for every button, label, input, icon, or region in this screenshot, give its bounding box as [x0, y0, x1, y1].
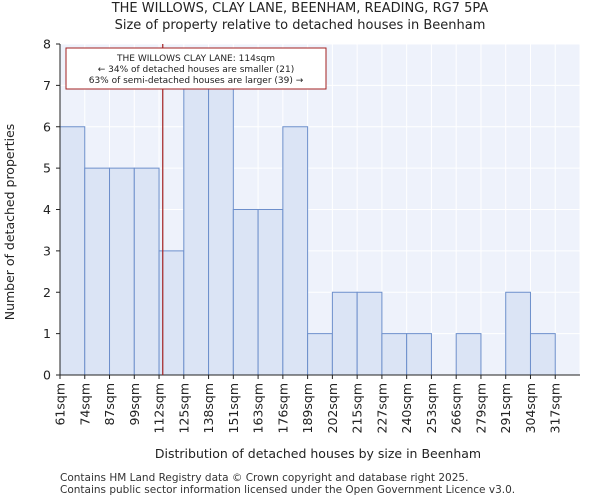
- x-tick-label: 176sqm: [275, 383, 290, 433]
- x-tick-label: 61sqm: [53, 383, 68, 426]
- x-tick-label: 253sqm: [424, 383, 439, 433]
- bar: [183, 84, 210, 376]
- bar: [381, 333, 408, 376]
- x-tick-label: 125sqm: [176, 383, 191, 433]
- y-tick-label: 0: [43, 368, 51, 383]
- y-tick-label: 4: [43, 202, 51, 217]
- annotation-line-2: ← 34% of detached houses are smaller (21…: [98, 65, 295, 75]
- y-tick-label: 3: [43, 243, 51, 258]
- x-axis-label: Distribution of detached houses by size …: [155, 446, 481, 461]
- bar: [455, 333, 482, 376]
- bar: [282, 126, 309, 376]
- x-tick-label: 240sqm: [399, 383, 414, 433]
- annotation-line-1: THE WILLOWS CLAY LANE: 114sqm: [116, 54, 275, 64]
- x-tick-label: 99sqm: [127, 383, 142, 426]
- x-tick-label: 304sqm: [523, 383, 538, 433]
- x-tick-label: 87sqm: [102, 383, 117, 426]
- x-tick-label: 151sqm: [226, 383, 241, 433]
- x-tick-label: 279sqm: [473, 383, 488, 433]
- footer-line-1: Contains HM Land Registry data © Crown c…: [60, 472, 469, 484]
- bars: [59, 84, 556, 376]
- y-tick-label: 2: [43, 285, 51, 300]
- y-tick-label: 1: [43, 326, 51, 341]
- annotation-box: [65, 47, 327, 90]
- chart-title: THE WILLOWS, CLAY LANE, BEENHAM, READING…: [111, 1, 489, 16]
- bar: [208, 84, 234, 376]
- y-tick-label: 6: [43, 119, 51, 134]
- bar: [529, 333, 556, 376]
- y-tick-label: 8: [43, 37, 51, 52]
- x-tick-label: 189sqm: [300, 383, 315, 433]
- y-tick-label: 7: [43, 78, 51, 93]
- bar: [84, 167, 111, 376]
- x-tick-label: 112sqm: [152, 383, 167, 433]
- axes: 0 1 2 3 4 5 6 7 8 61sqm 74sqm 87sqm 99sqm 112sqm 125sq…: [43, 37, 580, 433]
- bar: [232, 209, 259, 376]
- bar: [257, 209, 284, 376]
- bar: [59, 126, 86, 376]
- bar: [109, 167, 135, 376]
- bar: [406, 333, 432, 376]
- chart-subtitle: Size of property relative to detached ho…: [114, 18, 486, 33]
- x-tick-label: 202sqm: [325, 383, 340, 433]
- y-axis-label: Number of detached properties: [2, 124, 17, 321]
- bar: [505, 291, 531, 376]
- x-tick-label: 266sqm: [449, 383, 464, 433]
- marker-annotation: THE WILLOWS CLAY LANE: 114sqm ← 34% of d…: [65, 47, 327, 90]
- annotation-line-3: 63% of semi-detached houses are larger (…: [89, 76, 304, 86]
- bar: [133, 167, 160, 376]
- footer-line-2: Contains public sector information licen…: [60, 484, 516, 496]
- x-tick-label: 163sqm: [251, 383, 266, 433]
- y-tick-label: 5: [43, 161, 51, 176]
- bar: [331, 291, 358, 376]
- x-tick-label: 215sqm: [350, 383, 365, 433]
- bar: [356, 291, 383, 376]
- x-tick-label: 227sqm: [374, 383, 389, 433]
- x-tick-label: 74sqm: [77, 383, 92, 426]
- bar: [307, 333, 333, 376]
- x-tick-label: 317sqm: [548, 383, 563, 433]
- x-tick-label: 291sqm: [498, 383, 513, 433]
- x-tick-label: 138sqm: [201, 383, 216, 433]
